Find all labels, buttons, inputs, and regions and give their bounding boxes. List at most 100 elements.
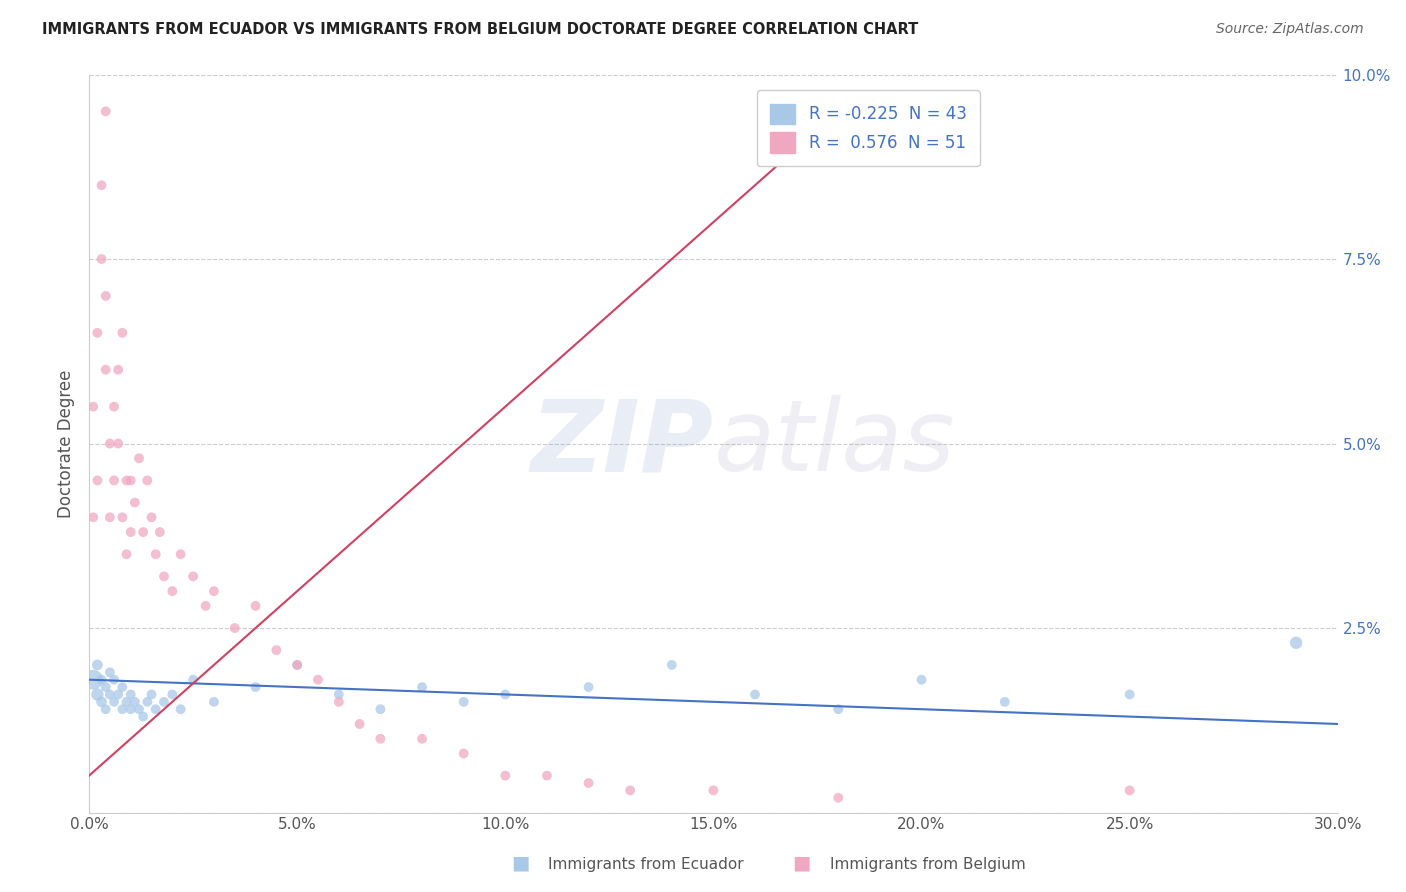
Point bbox=[115, 547, 138, 561]
Point bbox=[145, 547, 167, 561]
Point bbox=[107, 688, 129, 702]
Point bbox=[453, 695, 475, 709]
Point bbox=[619, 783, 641, 797]
Point bbox=[328, 688, 350, 702]
Point bbox=[169, 702, 191, 716]
Text: Immigrants from Belgium: Immigrants from Belgium bbox=[830, 857, 1025, 872]
Point bbox=[145, 702, 167, 716]
Point bbox=[94, 104, 117, 119]
Point bbox=[82, 510, 104, 524]
Text: ZIP: ZIP bbox=[530, 395, 713, 492]
Point bbox=[94, 702, 117, 716]
Point bbox=[349, 717, 371, 731]
Point bbox=[107, 362, 129, 376]
Point bbox=[86, 688, 108, 702]
Point bbox=[536, 769, 558, 783]
Point bbox=[98, 665, 121, 680]
Point bbox=[111, 326, 134, 340]
Point bbox=[1285, 636, 1308, 650]
Point bbox=[744, 688, 766, 702]
Point bbox=[202, 695, 225, 709]
Point bbox=[111, 702, 134, 716]
Point bbox=[90, 178, 112, 193]
Point bbox=[86, 657, 108, 672]
Point bbox=[90, 673, 112, 687]
Point bbox=[103, 474, 125, 488]
Point bbox=[111, 680, 134, 694]
Point bbox=[98, 688, 121, 702]
Point bbox=[128, 702, 150, 716]
Point bbox=[494, 769, 516, 783]
Point bbox=[103, 673, 125, 687]
Text: IMMIGRANTS FROM ECUADOR VS IMMIGRANTS FROM BELGIUM DOCTORATE DEGREE CORRELATION : IMMIGRANTS FROM ECUADOR VS IMMIGRANTS FR… bbox=[42, 22, 918, 37]
Text: ■: ■ bbox=[510, 854, 530, 872]
Point bbox=[702, 783, 724, 797]
Point bbox=[120, 525, 142, 540]
Point bbox=[94, 362, 117, 376]
Point bbox=[194, 599, 217, 613]
Point bbox=[307, 673, 329, 687]
Point bbox=[115, 474, 138, 488]
Point bbox=[90, 695, 112, 709]
Point bbox=[578, 776, 600, 790]
Point bbox=[578, 680, 600, 694]
Point bbox=[94, 289, 117, 303]
Point bbox=[86, 474, 108, 488]
Point bbox=[141, 510, 163, 524]
Point bbox=[136, 695, 159, 709]
Point bbox=[910, 673, 932, 687]
Point bbox=[328, 695, 350, 709]
Point bbox=[169, 547, 191, 561]
Point bbox=[245, 599, 267, 613]
Point bbox=[181, 569, 204, 583]
Point bbox=[266, 643, 288, 657]
Point bbox=[111, 510, 134, 524]
Point bbox=[124, 495, 146, 509]
Point bbox=[153, 569, 176, 583]
Point bbox=[136, 474, 159, 488]
Point bbox=[103, 695, 125, 709]
Point bbox=[132, 525, 155, 540]
Point bbox=[1118, 688, 1140, 702]
Point bbox=[98, 510, 121, 524]
Point bbox=[120, 702, 142, 716]
Point bbox=[285, 657, 308, 672]
Point bbox=[141, 688, 163, 702]
Point bbox=[162, 584, 184, 599]
Point bbox=[370, 702, 392, 716]
Legend: R = -0.225  N = 43, R =  0.576  N = 51: R = -0.225 N = 43, R = 0.576 N = 51 bbox=[756, 90, 980, 166]
Point bbox=[107, 436, 129, 450]
Point bbox=[285, 657, 308, 672]
Point bbox=[98, 436, 121, 450]
Point bbox=[103, 400, 125, 414]
Point bbox=[224, 621, 246, 635]
Point bbox=[370, 731, 392, 746]
Point bbox=[82, 673, 104, 687]
Point bbox=[827, 790, 849, 805]
Point bbox=[90, 252, 112, 266]
Point bbox=[162, 688, 184, 702]
Point bbox=[1118, 783, 1140, 797]
Text: ■: ■ bbox=[792, 854, 811, 872]
Text: Immigrants from Ecuador: Immigrants from Ecuador bbox=[548, 857, 744, 872]
Point bbox=[411, 680, 433, 694]
Point bbox=[120, 688, 142, 702]
Y-axis label: Doctorate Degree: Doctorate Degree bbox=[58, 369, 75, 517]
Text: atlas: atlas bbox=[713, 395, 955, 492]
Point bbox=[94, 680, 117, 694]
Point bbox=[153, 695, 176, 709]
Point bbox=[124, 695, 146, 709]
Point bbox=[453, 747, 475, 761]
Text: Source: ZipAtlas.com: Source: ZipAtlas.com bbox=[1216, 22, 1364, 37]
Point bbox=[411, 731, 433, 746]
Point bbox=[115, 695, 138, 709]
Point bbox=[120, 474, 142, 488]
Point bbox=[661, 657, 683, 672]
Point bbox=[132, 709, 155, 723]
Point bbox=[202, 584, 225, 599]
Point bbox=[149, 525, 172, 540]
Point bbox=[181, 673, 204, 687]
Point bbox=[494, 688, 516, 702]
Point bbox=[86, 326, 108, 340]
Point bbox=[82, 400, 104, 414]
